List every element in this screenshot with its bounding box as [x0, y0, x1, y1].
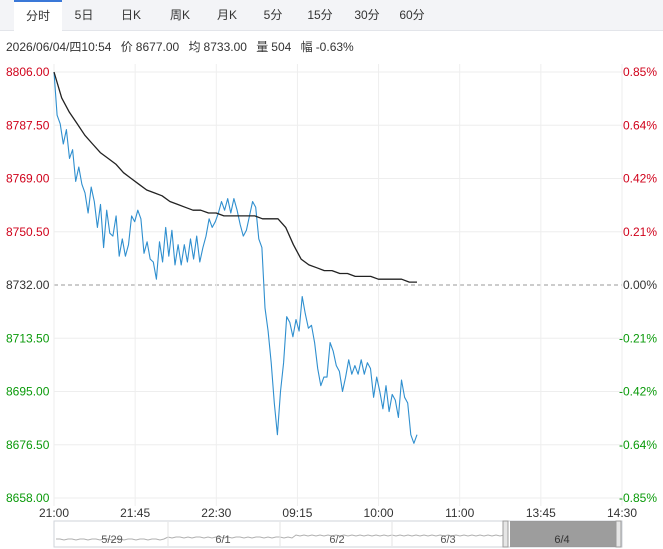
y-axis-left-tick: 8769.00 — [6, 172, 50, 186]
period-tabs: 分时 5日 日K 周K 月K 5分 15分 30分 60分 — [0, 0, 663, 31]
y-axis-left-tick: 8695.00 — [6, 385, 50, 399]
x-axis-tick: 09:15 — [282, 506, 312, 520]
price-series-line — [53, 71, 418, 444]
tab-0[interactable]: 分时 — [14, 0, 62, 31]
tab-label: 5日 — [74, 8, 94, 22]
y-axis-right-tick: 0.64% — [623, 118, 657, 132]
info-volume: 504 — [271, 40, 292, 54]
y-axis-right-tick: -0.42% — [619, 385, 657, 399]
info-price-label: 价 — [120, 40, 133, 54]
tab-8[interactable]: 60分 — [390, 0, 434, 31]
info-change: -0.63% — [315, 40, 354, 54]
navigator-right-handle[interactable] — [615, 520, 622, 548]
y-axis-left-tick: 8787.50 — [6, 118, 50, 132]
x-axis-tick: 22:30 — [201, 506, 231, 520]
y-axis-right-tick: 0.21% — [623, 225, 657, 239]
y-axis-left-tick: 8732.00 — [6, 278, 50, 292]
info-avg: 8733.00 — [203, 40, 247, 54]
y-axis-left-tick: 8676.50 — [6, 438, 50, 452]
x-axis-tick: 13:45 — [526, 506, 556, 520]
info-avg-label: 均 — [188, 40, 201, 54]
tab-3[interactable]: 周K — [156, 0, 204, 31]
y-axis-right-tick: -0.21% — [619, 331, 657, 345]
x-axis-tick: 11:00 — [445, 506, 474, 520]
tab-label: 5分 — [263, 8, 283, 22]
tab-1[interactable]: 5日 — [62, 0, 106, 31]
info-change-label: 幅 — [300, 40, 313, 54]
y-axis-left-tick: 8713.50 — [6, 331, 50, 345]
tab-label: 60分 — [399, 8, 425, 22]
y-axis-right-tick: 0.42% — [623, 172, 657, 186]
tab-label: 分时 — [25, 9, 50, 23]
y-axis-right-tick: 0.00% — [623, 278, 657, 292]
quote-info-line: 2026/06/04/四10:54 价 8677.00 均 8733.00 量 504… — [6, 38, 360, 55]
tab-6[interactable]: 15分 — [296, 0, 344, 31]
timeline-navigator[interactable]: 5/29 6/1 6/2 6/3 6/4 — [0, 520, 663, 549]
tab-2[interactable]: 日K — [106, 0, 156, 31]
x-axis-tick: 21:45 — [120, 506, 150, 520]
avg-series-line — [53, 71, 417, 283]
tab-5[interactable]: 5分 — [250, 0, 296, 31]
tab-label: 月K — [216, 8, 237, 22]
tab-label: 30分 — [354, 8, 380, 22]
tab-label: 周K — [169, 8, 190, 22]
info-price: 8677.00 — [135, 40, 180, 54]
y-axis-right-tick: 0.85% — [623, 65, 657, 79]
y-axis-left-tick: 8750.50 — [6, 225, 50, 239]
intraday-chart[interactable]: 8806.00 8787.50 8769.00 8750.50 8732.00 8713.… — [0, 60, 663, 520]
navigator-window-label: 6/4 — [554, 534, 569, 546]
tab-4[interactable]: 月K — [204, 0, 250, 31]
info-datetime: 2026/06/04/四10:54 — [6, 40, 112, 54]
navigator-left-handle[interactable] — [502, 520, 509, 548]
x-axis-tick: 10:00 — [364, 506, 394, 520]
x-axis-tick: 21:00 — [39, 506, 69, 520]
y-axis-right-tick: -0.64% — [619, 438, 657, 452]
y-axis-left-tick: 8658.00 — [6, 491, 50, 505]
y-axis-left-tick: 8806.00 — [6, 65, 50, 79]
navigator-date-label: 6/3 — [440, 534, 455, 546]
navigator-date-label: 6/1 — [215, 534, 230, 546]
navigator-date-label: 5/29 — [101, 534, 122, 546]
tab-label: 15分 — [307, 8, 333, 22]
tab-label: 日K — [120, 8, 141, 22]
info-volume-label: 量 — [256, 40, 269, 54]
navigator-window[interactable] — [510, 521, 616, 547]
y-axis-right-tick: -0.85% — [619, 491, 657, 505]
x-axis-tick: 14:30 — [607, 506, 637, 520]
navigator-date-label: 6/2 — [329, 534, 344, 546]
tab-7[interactable]: 30分 — [344, 0, 390, 31]
